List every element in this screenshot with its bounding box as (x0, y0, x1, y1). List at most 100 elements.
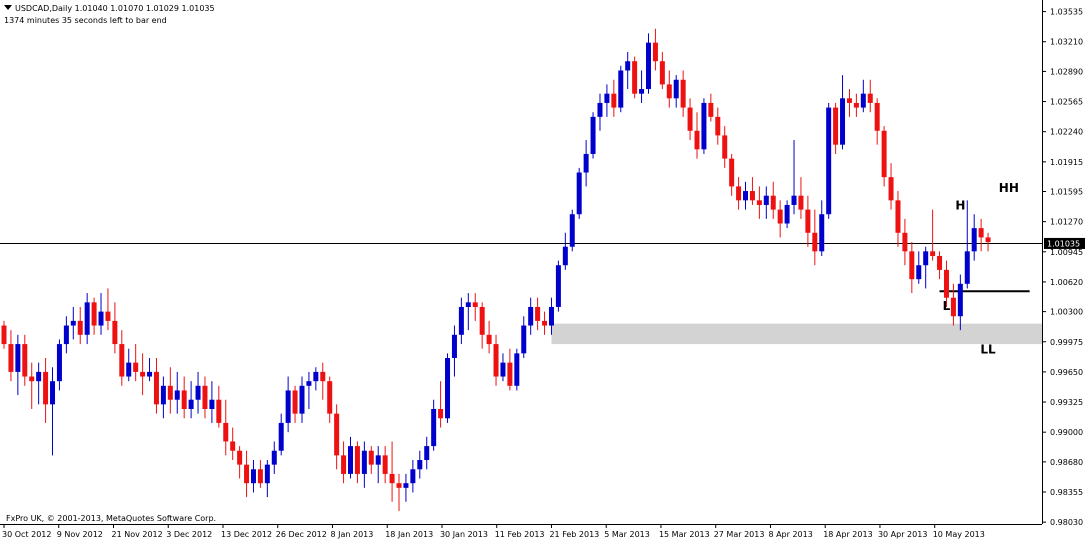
candle (770, 181, 776, 219)
candle-body (112, 320, 118, 345)
candle (590, 112, 596, 159)
candle (299, 376, 305, 423)
candle-body (29, 376, 35, 382)
candle-body (285, 390, 291, 423)
candle-body (237, 450, 243, 465)
candle (493, 334, 499, 386)
x-tick-label: 8 Jan 2013 (330, 530, 373, 539)
y-tick-label: 1.03210 (1050, 38, 1083, 47)
candle-body (562, 246, 568, 266)
candle-body (652, 42, 658, 62)
candle (507, 348, 513, 391)
x-tick-label: 30 Oct 2012 (2, 530, 51, 539)
candle-body (937, 255, 943, 270)
candle-body (160, 385, 166, 405)
candle-body (209, 399, 215, 409)
candle-body (417, 460, 423, 470)
candle-body (673, 79, 679, 99)
candle (528, 297, 534, 335)
x-tick-label: 27 Mar 2013 (714, 530, 765, 539)
candle (652, 28, 658, 71)
x-tick-label: 5 Mar 2013 (604, 530, 650, 539)
candle (292, 385, 298, 423)
y-tick-label: 1.02565 (1050, 98, 1083, 107)
candle (576, 167, 582, 219)
candle-body (375, 455, 381, 465)
candle (715, 107, 721, 145)
candle (943, 260, 949, 307)
candle (195, 371, 201, 414)
candle-body (853, 102, 859, 108)
candle (916, 251, 922, 284)
candle-body (15, 344, 21, 372)
y-tick-label: 1.00620 (1050, 278, 1083, 287)
candle (659, 51, 665, 90)
candle (216, 385, 222, 428)
candle-body (645, 42, 651, 90)
x-tick-label: 3 Dec 2012 (166, 530, 212, 539)
candle (271, 441, 277, 474)
candle-body (84, 302, 90, 335)
y-tick-label: 1.02890 (1050, 67, 1083, 76)
x-tick-label: 9 Nov 2012 (57, 530, 103, 539)
candle (278, 413, 284, 456)
candle (902, 218, 908, 266)
candle-body (438, 408, 444, 419)
candle-body (666, 84, 672, 99)
candle-body (930, 251, 936, 256)
candle-body (542, 320, 548, 326)
candle (285, 376, 291, 433)
candle-body (167, 385, 173, 400)
candle (1, 320, 7, 349)
candle (112, 302, 118, 354)
candle-body (819, 214, 825, 252)
candle (486, 320, 492, 354)
candle (881, 126, 887, 187)
candle-body (313, 371, 319, 382)
candle (105, 288, 111, 331)
candle-body (722, 135, 728, 159)
candle (971, 214, 977, 261)
candle (535, 297, 541, 331)
candle (611, 79, 617, 117)
candle-body (36, 371, 42, 382)
candle-body (8, 344, 14, 372)
candle (978, 218, 984, 252)
candle (22, 334, 28, 386)
candle (542, 311, 548, 335)
candle (749, 177, 755, 205)
candle-body (708, 102, 714, 117)
candle (36, 362, 42, 405)
candle-body (729, 158, 735, 187)
chart-header-title[interactable]: USDCAD,Daily 1.01040 1.01070 1.01029 1.0… (4, 4, 215, 13)
support-zone (551, 323, 1042, 345)
candle (424, 436, 430, 470)
candle-body (514, 353, 520, 386)
candle (694, 112, 700, 159)
y-tick-label: 1.03535 (1050, 8, 1083, 17)
candle (313, 367, 319, 391)
candle (50, 367, 56, 456)
candle-body (500, 362, 506, 377)
candle-body (840, 98, 846, 145)
candle-body (153, 371, 159, 405)
candle-body (77, 320, 83, 335)
candle (451, 325, 457, 377)
y-tick-label: 0.98680 (1050, 458, 1083, 467)
candle-body (451, 334, 457, 358)
candle (756, 186, 762, 219)
candle (555, 260, 561, 312)
candle-body (597, 102, 603, 117)
dropdown-triangle-icon[interactable] (4, 5, 12, 10)
candle (923, 246, 929, 289)
candle-body (590, 116, 596, 154)
candle (985, 232, 991, 252)
candle (354, 441, 360, 484)
candle (666, 70, 672, 108)
candle-body (957, 283, 963, 317)
candle-body (244, 464, 250, 484)
y-tick-label: 0.99325 (1050, 398, 1083, 407)
candle (126, 348, 132, 382)
x-tick-label: 30 Jan 2013 (440, 530, 488, 539)
candle-body (749, 191, 755, 201)
